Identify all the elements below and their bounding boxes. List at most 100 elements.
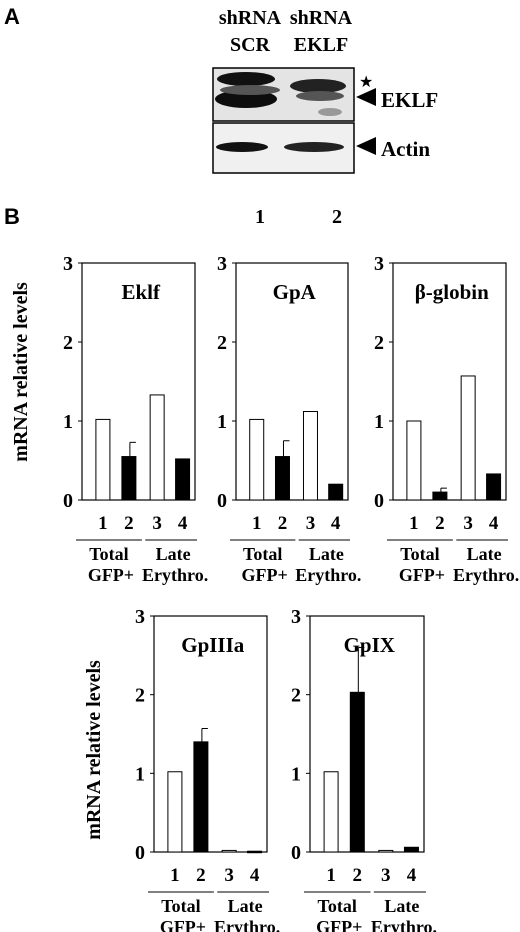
- bar-4: [403, 846, 419, 853]
- bar-4: [486, 473, 502, 501]
- lane-number-1: 1: [255, 206, 265, 228]
- chart-frame: [392, 262, 507, 501]
- lane-header-2-line2: EKLF: [294, 34, 348, 56]
- y-tick-label: 0: [135, 842, 145, 864]
- lane-header-1-line2: SCR: [230, 34, 271, 56]
- y-tick-label: 1: [63, 411, 73, 433]
- y-tick-label: 3: [217, 253, 227, 275]
- x-tick-label: 1: [252, 513, 262, 534]
- bar-2: [193, 741, 209, 853]
- x-tick-label: 1: [326, 865, 336, 886]
- group-label-late: Late: [156, 544, 191, 564]
- x-tick-label: 1: [98, 513, 108, 534]
- actin-blot: [212, 122, 355, 174]
- group-label-late: Late: [228, 896, 263, 916]
- x-tick-label: 4: [407, 865, 417, 886]
- y-tick-label: 0: [63, 490, 73, 512]
- group-label-total: Total: [89, 544, 128, 564]
- y-tick-label: 1: [291, 763, 301, 785]
- y-tick-label: 1: [217, 411, 227, 433]
- x-tick-label: 4: [250, 865, 260, 886]
- bar-2: [432, 491, 448, 501]
- y-tick-label: 3: [374, 253, 384, 275]
- y-tick-label: 3: [63, 253, 73, 275]
- bar-4: [328, 483, 344, 501]
- chart-frame: [81, 262, 196, 501]
- y-tick-label: 2: [291, 685, 301, 707]
- lane-header-1-line1: shRNA: [219, 7, 282, 29]
- bar-1: [167, 771, 183, 853]
- bar-3: [302, 411, 318, 501]
- bar-3: [378, 849, 394, 853]
- chart-title: GpIX: [344, 633, 395, 657]
- y-tick-label: 2: [63, 332, 73, 354]
- y-tick-label: 0: [217, 490, 227, 512]
- y-tick-label: 0: [291, 842, 301, 864]
- bar-2: [121, 456, 137, 501]
- bar-3: [221, 849, 237, 853]
- y-tick-label: 2: [374, 332, 384, 354]
- x-tick-label: 2: [278, 513, 288, 534]
- group-label-erythro: Erythro.: [371, 917, 437, 932]
- x-tick-label: 1: [409, 513, 419, 534]
- bar-1: [323, 771, 339, 853]
- x-tick-label: 2: [435, 513, 445, 534]
- group-label-erythro: Erythro.: [295, 565, 361, 585]
- group-label-late: Late: [384, 896, 419, 916]
- y-tick-label: 1: [135, 763, 145, 785]
- x-tick-label: 3: [224, 865, 234, 886]
- group-label-gfp: GFP+: [160, 917, 206, 932]
- group-label-erythro: Erythro.: [142, 565, 208, 585]
- actin-arrow-icon: [356, 137, 376, 155]
- star-marker: ★: [359, 72, 373, 91]
- group-label-erythro: Erythro.: [214, 917, 280, 932]
- x-tick-label: 2: [353, 865, 363, 886]
- x-tick-label: 3: [152, 513, 162, 534]
- group-label-late: Late: [467, 544, 502, 564]
- chart-title: β-globin: [415, 280, 489, 304]
- x-tick-label: 1: [170, 865, 180, 886]
- group-label-gfp: GFP+: [88, 565, 134, 585]
- group-label-total: Total: [243, 544, 282, 564]
- x-tick-label: 3: [463, 513, 473, 534]
- x-tick-label: 4: [331, 513, 341, 534]
- panel-b-label: B: [4, 204, 20, 229]
- bar-1: [406, 420, 422, 501]
- chart-frame: [235, 262, 349, 501]
- x-tick-label: 3: [306, 513, 316, 534]
- chart-frame: [153, 615, 268, 853]
- y-axis-label-top: mRNA relative levels: [10, 282, 32, 462]
- y-tick-label: 1: [374, 411, 384, 433]
- y-axis-label-bottom: mRNA relative levels: [83, 660, 105, 840]
- y-tick-label: 3: [291, 606, 301, 628]
- lane-number-2: 2: [332, 206, 342, 228]
- bar-3: [460, 375, 476, 501]
- bar-1: [249, 418, 265, 501]
- bar-3: [149, 394, 165, 501]
- group-label-gfp: GFP+: [316, 917, 362, 932]
- y-tick-label: 2: [217, 332, 227, 354]
- group-label-total: Total: [318, 896, 357, 916]
- actin-band-label: Actin: [381, 137, 430, 161]
- bar-2: [274, 456, 290, 501]
- bar-1: [95, 418, 111, 501]
- x-tick-label: 2: [124, 513, 134, 534]
- y-tick-label: 0: [374, 490, 384, 512]
- group-label-total: Total: [400, 544, 439, 564]
- chart-frame: [309, 615, 425, 853]
- bar-2: [349, 691, 365, 853]
- x-tick-label: 3: [381, 865, 391, 886]
- eklf-arrow-icon: [356, 88, 376, 106]
- group-label-gfp: GFP+: [399, 565, 445, 585]
- chart-title: GpA: [273, 280, 317, 304]
- group-label-erythro: Erythro.: [453, 565, 519, 585]
- y-tick-label: 3: [135, 606, 145, 628]
- y-tick-label: 2: [135, 685, 145, 707]
- chart-title: Eklf: [122, 280, 162, 304]
- x-tick-label: 4: [489, 513, 499, 534]
- lane-header-2-line1: shRNA: [290, 7, 353, 29]
- eklf-band-label: EKLF: [381, 88, 438, 112]
- bar-4: [247, 850, 263, 854]
- x-tick-label: 2: [196, 865, 206, 886]
